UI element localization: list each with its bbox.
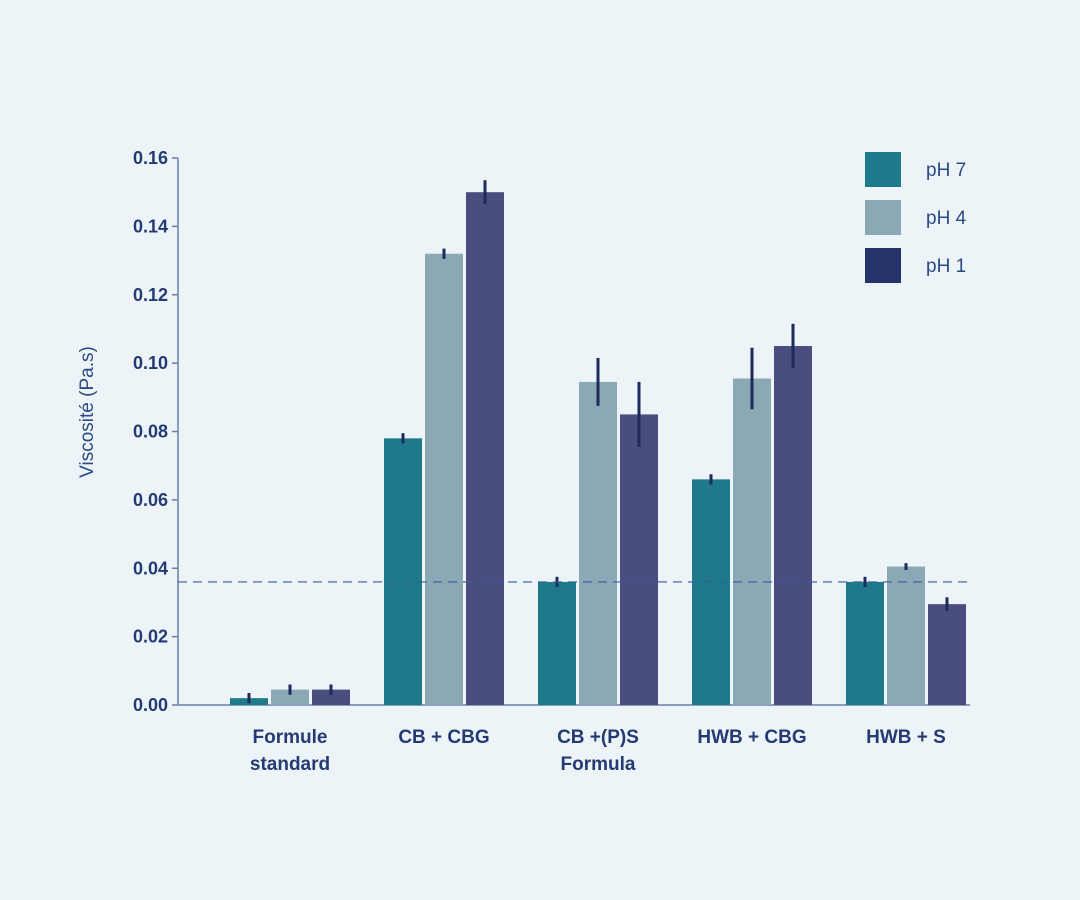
bar-ph7: [692, 479, 730, 705]
legend-swatch: [865, 152, 901, 187]
y-tick-label: 0.06: [133, 490, 168, 510]
legend-label: pH 4: [926, 208, 967, 229]
legend-label: pH 1: [926, 256, 966, 277]
y-tick-label: 0.00: [133, 695, 168, 715]
bar-ph1: [928, 604, 966, 705]
y-tick-label: 0.12: [133, 285, 168, 305]
legend-swatch: [865, 200, 901, 235]
bar-ph7: [846, 581, 884, 705]
y-tick-label: 0.02: [133, 627, 168, 647]
x-tick-label: standard: [250, 754, 330, 775]
bar-ph4: [425, 253, 463, 705]
x-tick-label: CB +(P)S: [557, 727, 639, 748]
bar-ph4: [579, 381, 617, 705]
bar-ph4: [733, 378, 771, 705]
bar-ph4: [887, 566, 925, 705]
x-tick-label: CB + CBG: [398, 727, 489, 748]
bar-ph1: [774, 346, 812, 705]
bar-ph1: [312, 689, 350, 705]
bar-ph4: [271, 689, 309, 705]
bar-ph1: [466, 192, 504, 705]
y-tick-label: 0.10: [133, 353, 168, 373]
y-tick-label: 0.14: [133, 216, 168, 236]
y-tick-label: 0.08: [133, 422, 168, 442]
bar-ph7: [538, 581, 576, 705]
y-axis-title: Viscosité (Pa.s): [77, 346, 98, 478]
bar-ph1: [620, 414, 658, 705]
bar-ph7: [384, 438, 422, 705]
x-tick-label: HWB + CBG: [697, 727, 806, 748]
y-tick-label: 0.16: [133, 148, 168, 168]
legend-label: pH 7: [926, 160, 966, 181]
x-tick-label: HWB + S: [866, 727, 946, 748]
y-tick-label: 0.04: [133, 558, 168, 578]
x-tick-label: Formula: [561, 754, 636, 775]
legend-swatch: [865, 248, 901, 283]
x-tick-label: Formule: [253, 727, 328, 748]
